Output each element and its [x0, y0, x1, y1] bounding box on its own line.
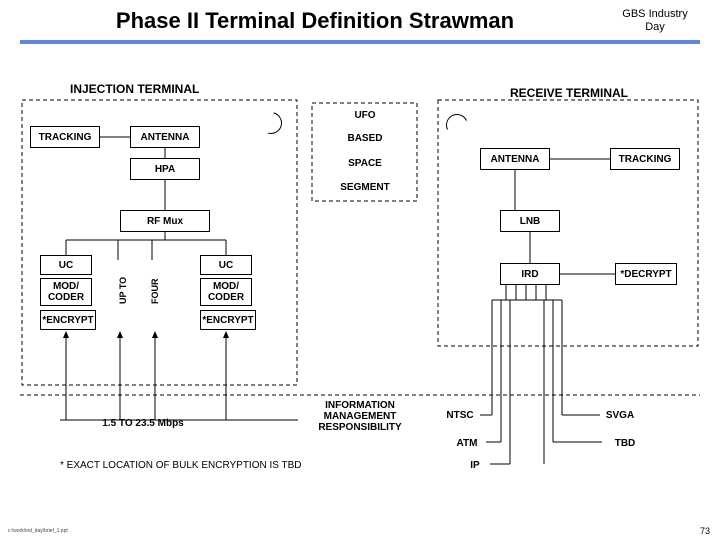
- ntsc-label: NTSC: [440, 410, 480, 421]
- info-label: INFORMATION MANAGEMENT RESPONSIBILITY: [300, 400, 420, 433]
- svga-label: SVGA: [600, 410, 640, 421]
- diagram-lines: [0, 0, 720, 540]
- inject-modcoder1: MOD/ CODER: [40, 278, 92, 306]
- file-path: c:\work\ind_day\brief_1.ppt: [8, 528, 68, 534]
- inject-rfmux: RF Mux: [120, 210, 210, 232]
- page-title: Phase II Terminal Definition Strawman: [20, 8, 610, 34]
- segment-segment: SEGMENT: [325, 182, 405, 193]
- inject-modcoder2: MOD/ CODER: [200, 278, 252, 306]
- inject-four: FOUR: [150, 264, 160, 304]
- inject-tracking: TRACKING: [30, 126, 100, 148]
- brand-line1: GBS Industry: [622, 8, 687, 20]
- info-line3: RESPONSIBILITY: [318, 422, 401, 433]
- receive-antenna: ANTENNA: [480, 148, 550, 170]
- inject-upto: UP TO: [118, 264, 128, 304]
- encryption-note: * EXACT LOCATION OF BULK ENCRYPTION IS T…: [60, 460, 302, 471]
- page-number: 73: [700, 526, 710, 536]
- receive-decrypt: *DECRYPT: [615, 263, 677, 285]
- atm-label: ATM: [447, 438, 487, 449]
- brand: GBS Industry Day: [610, 8, 700, 34]
- ip-label: IP: [460, 460, 490, 471]
- brand-line2: Day: [645, 21, 665, 33]
- segment-ufo: UFO: [335, 110, 395, 121]
- segment-based: BASED: [335, 133, 395, 144]
- tbd-label: TBD: [605, 438, 645, 449]
- receive-ird: IRD: [500, 263, 560, 285]
- inject-antenna: ANTENNA: [130, 126, 200, 148]
- title-row: Phase II Terminal Definition Strawman GB…: [0, 0, 720, 38]
- inject-uc1: UC: [40, 255, 92, 275]
- inject-uc2: UC: [200, 255, 252, 275]
- receive-tracking: TRACKING: [610, 148, 680, 170]
- antenna-arc-left: [256, 108, 286, 138]
- section-injection: INJECTION TERMINAL: [70, 82, 199, 96]
- title-rule: [20, 40, 700, 44]
- info-line2: MANAGEMENT: [324, 411, 397, 422]
- info-line1: INFORMATION: [325, 400, 395, 411]
- segment-space: SPACE: [335, 158, 395, 169]
- receive-lnb: LNB: [500, 210, 560, 232]
- section-receive: RECEIVE TERMINAL: [510, 86, 628, 100]
- inject-encrypt2: *ENCRYPT: [200, 310, 256, 330]
- rate-label: 1.5 TO 23.5 Mbps: [88, 418, 198, 429]
- antenna-arc-right: [443, 111, 471, 139]
- inject-hpa: HPA: [130, 158, 200, 180]
- inject-encrypt1: *ENCRYPT: [40, 310, 96, 330]
